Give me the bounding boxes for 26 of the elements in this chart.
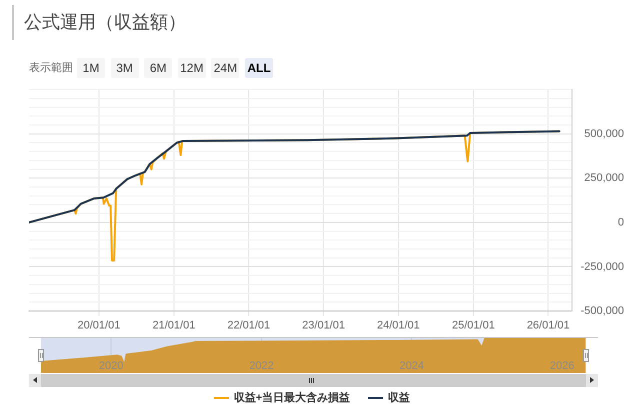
y-tick-label: -500,000	[580, 305, 624, 318]
range-label: 表示範囲	[29, 61, 73, 76]
range-button: 3M	[110, 58, 139, 78]
y-tick-label: 500,000	[584, 128, 624, 140]
x-tick-label: 25/01/01	[452, 320, 495, 332]
x-tick-label: 23/01/01	[302, 320, 345, 332]
x-tick-label: 2020	[98, 360, 124, 372]
chart-title: 公式運用（収益額）	[12, 5, 186, 40]
x-tick-label: 21/01/01	[152, 320, 196, 332]
y-tick-label: 250,000	[584, 172, 624, 184]
range-button: 6M	[144, 58, 172, 78]
range-button: 1M	[77, 58, 105, 78]
legend-label: 収益+当日最大含み損益	[234, 391, 350, 405]
x-tick-label: 2024	[400, 360, 424, 372]
range-button: ALL	[245, 58, 273, 78]
y-tick-label: 0	[618, 216, 624, 228]
x-tick-label: 2022	[249, 360, 274, 372]
legend-label: 収益	[388, 391, 410, 405]
y-tick-label: -250,000	[580, 260, 624, 273]
x-tick-label: 24/01/01	[376, 320, 420, 332]
x-tick-label: 2026	[550, 360, 574, 372]
range-button: 12M	[178, 58, 206, 78]
range-button: 24M	[211, 58, 240, 78]
x-tick-label: 26/01/01	[526, 320, 570, 332]
x-tick-label: 20/01/01	[77, 320, 120, 332]
x-tick-label: 22/01/01	[227, 320, 270, 332]
